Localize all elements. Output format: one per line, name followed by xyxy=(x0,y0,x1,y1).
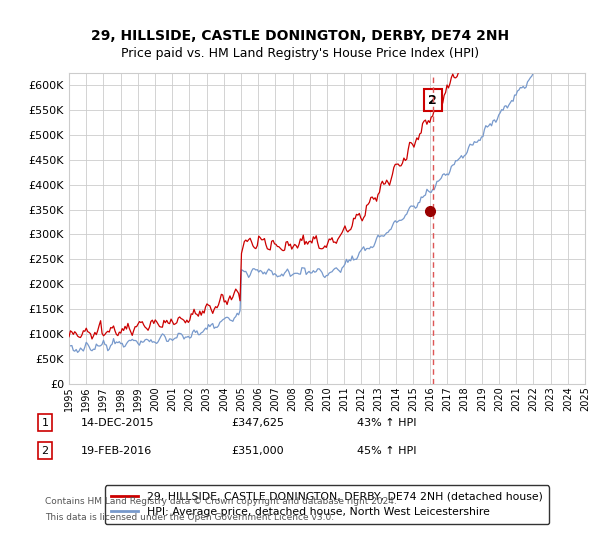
Text: 29, HILLSIDE, CASTLE DONINGTON, DERBY, DE74 2NH: 29, HILLSIDE, CASTLE DONINGTON, DERBY, D… xyxy=(91,29,509,44)
Text: £347,625: £347,625 xyxy=(231,418,284,428)
Text: Price paid vs. HM Land Registry's House Price Index (HPI): Price paid vs. HM Land Registry's House … xyxy=(121,46,479,60)
Text: £351,000: £351,000 xyxy=(231,446,284,456)
Text: 2: 2 xyxy=(428,94,437,106)
Text: 14-DEC-2015: 14-DEC-2015 xyxy=(81,418,155,428)
Legend: 29, HILLSIDE, CASTLE DONINGTON, DERBY, DE74 2NH (detached house), HPI: Average p: 29, HILLSIDE, CASTLE DONINGTON, DERBY, D… xyxy=(104,486,550,524)
Text: 2: 2 xyxy=(41,446,49,456)
Text: 19-FEB-2016: 19-FEB-2016 xyxy=(81,446,152,456)
Text: 1: 1 xyxy=(41,418,49,428)
Text: 45% ↑ HPI: 45% ↑ HPI xyxy=(357,446,416,456)
Text: Contains HM Land Registry data © Crown copyright and database right 2024.: Contains HM Land Registry data © Crown c… xyxy=(45,497,397,506)
Text: 43% ↑ HPI: 43% ↑ HPI xyxy=(357,418,416,428)
Text: This data is licensed under the Open Government Licence v3.0.: This data is licensed under the Open Gov… xyxy=(45,514,334,522)
